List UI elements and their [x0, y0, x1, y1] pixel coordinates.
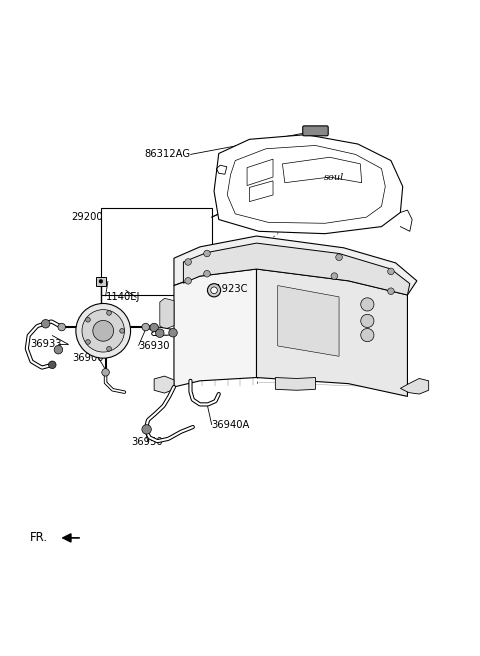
Circle shape [388, 288, 394, 295]
Circle shape [142, 323, 149, 331]
Polygon shape [154, 376, 174, 393]
Text: 29200: 29200 [72, 212, 103, 222]
Circle shape [85, 340, 90, 344]
Polygon shape [276, 377, 315, 390]
Circle shape [54, 346, 63, 354]
Polygon shape [256, 269, 408, 396]
Circle shape [82, 310, 124, 352]
Circle shape [120, 329, 124, 333]
Polygon shape [278, 285, 339, 356]
Circle shape [361, 329, 374, 342]
Circle shape [211, 287, 217, 294]
Circle shape [204, 250, 210, 256]
Text: 36940A: 36940A [212, 420, 250, 430]
Polygon shape [96, 277, 106, 286]
Polygon shape [183, 243, 410, 295]
Circle shape [156, 329, 164, 337]
Circle shape [107, 310, 111, 316]
Polygon shape [214, 134, 403, 234]
Text: 86312AG: 86312AG [144, 150, 191, 159]
Text: 1140EJ: 1140EJ [106, 293, 140, 302]
FancyBboxPatch shape [303, 126, 328, 136]
Circle shape [169, 329, 177, 337]
Polygon shape [174, 269, 256, 387]
Circle shape [142, 424, 151, 434]
Text: 36950: 36950 [132, 437, 163, 447]
Circle shape [58, 323, 65, 331]
Circle shape [150, 323, 158, 332]
Circle shape [204, 270, 210, 277]
Circle shape [107, 346, 111, 351]
Circle shape [99, 279, 103, 283]
Circle shape [102, 369, 109, 376]
Circle shape [388, 268, 394, 275]
Text: 31923C: 31923C [209, 284, 248, 295]
Circle shape [207, 283, 221, 297]
Circle shape [361, 314, 374, 327]
Circle shape [76, 304, 131, 358]
Circle shape [361, 298, 374, 311]
Polygon shape [160, 298, 174, 329]
Circle shape [331, 273, 337, 279]
Text: soul: soul [324, 173, 345, 182]
Circle shape [48, 361, 56, 369]
Circle shape [185, 277, 192, 284]
Polygon shape [400, 379, 429, 394]
Circle shape [41, 319, 50, 328]
Text: FR.: FR. [30, 531, 48, 544]
Circle shape [85, 318, 90, 322]
Circle shape [336, 254, 342, 260]
Text: 36930: 36930 [139, 341, 170, 351]
Circle shape [93, 320, 114, 341]
Text: 36933: 36933 [30, 339, 61, 349]
Circle shape [185, 258, 192, 265]
Text: 36900: 36900 [72, 353, 104, 363]
Polygon shape [174, 236, 417, 295]
Bar [101, 208, 212, 295]
